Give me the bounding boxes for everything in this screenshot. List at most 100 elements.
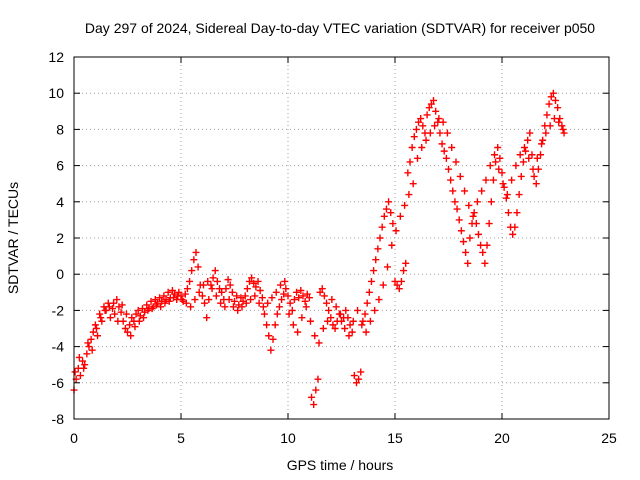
data-point [358, 321, 366, 329]
data-point [379, 281, 387, 289]
data-point [558, 122, 566, 130]
data-point [152, 301, 160, 309]
data-point [238, 303, 246, 311]
data-point [413, 154, 421, 162]
data-point [457, 227, 465, 235]
data-point [76, 372, 84, 380]
data-point [269, 335, 277, 343]
data-point [498, 169, 506, 177]
data-point [248, 274, 256, 282]
data-point [280, 290, 288, 298]
data-point [315, 339, 323, 347]
data-point [423, 111, 431, 119]
data-point [168, 286, 176, 294]
data-point [211, 267, 219, 275]
data-point [432, 107, 440, 115]
grid-lines [74, 57, 609, 419]
data-point [328, 296, 336, 304]
data-point [425, 104, 433, 112]
data-point [533, 154, 541, 162]
y-tick-label: -6 [52, 375, 65, 391]
data-point [478, 187, 486, 195]
y-tick-label: 4 [56, 194, 64, 210]
data-point [75, 353, 83, 361]
data-point [395, 285, 403, 293]
data-point [515, 191, 523, 199]
data-point [209, 274, 217, 282]
data-point [228, 288, 236, 296]
data-point [314, 375, 322, 383]
data-point [451, 198, 459, 206]
data-point [308, 393, 316, 401]
data-point [131, 323, 139, 331]
data-point [148, 305, 156, 313]
data-point [511, 223, 519, 231]
data-point [382, 205, 390, 213]
data-point [525, 154, 533, 162]
data-point [323, 299, 331, 307]
data-point [258, 294, 266, 302]
data-point [297, 286, 305, 294]
data-point [222, 285, 230, 293]
data-point [306, 317, 314, 325]
data-points [70, 89, 568, 409]
y-tick-label: 2 [56, 230, 64, 246]
y-tick-label: 10 [48, 85, 64, 101]
data-point [295, 294, 303, 302]
data-point [542, 129, 550, 137]
data-point [182, 299, 190, 307]
y-tick-label: -4 [52, 339, 65, 355]
data-point [456, 172, 464, 180]
data-point [143, 301, 151, 309]
data-point [357, 368, 365, 376]
data-point [290, 296, 298, 304]
data-point [384, 263, 392, 271]
data-point [250, 279, 258, 287]
data-point [203, 314, 211, 322]
data-point [118, 301, 126, 309]
data-point [397, 277, 405, 285]
data-point [268, 294, 276, 302]
data-point [555, 118, 563, 126]
data-point [341, 325, 349, 332]
data-point [132, 310, 140, 318]
data-point [481, 259, 489, 267]
data-point [231, 297, 238, 305]
y-tick-label: 8 [56, 121, 64, 137]
data-point [311, 332, 319, 340]
data-point [217, 299, 225, 307]
data-point [325, 306, 333, 314]
data-point [318, 285, 326, 293]
data-point [205, 296, 213, 304]
data-point [278, 296, 286, 304]
data-point [539, 136, 547, 144]
data-point [213, 277, 221, 285]
data-point [316, 288, 324, 296]
data-point [256, 286, 264, 294]
data-point [376, 234, 384, 242]
data-point [479, 248, 487, 256]
data-point [504, 209, 512, 217]
data-point [87, 335, 95, 343]
data-point [122, 310, 130, 318]
data-point [101, 306, 109, 314]
data-point [461, 187, 469, 195]
data-point [492, 158, 500, 166]
data-point [324, 317, 332, 325]
data-point [252, 283, 260, 291]
data-point [192, 248, 200, 256]
data-point [530, 172, 538, 180]
data-point [554, 104, 562, 112]
data-point [327, 314, 335, 322]
data-point [89, 328, 97, 336]
data-point [408, 144, 416, 151]
data-point [312, 386, 320, 394]
data-point [199, 281, 207, 289]
data-point [516, 151, 524, 159]
data-point [546, 122, 554, 130]
data-point [255, 299, 263, 307]
data-point [485, 220, 493, 228]
data-point [284, 292, 292, 300]
data-point [359, 317, 367, 325]
data-point [113, 296, 121, 304]
